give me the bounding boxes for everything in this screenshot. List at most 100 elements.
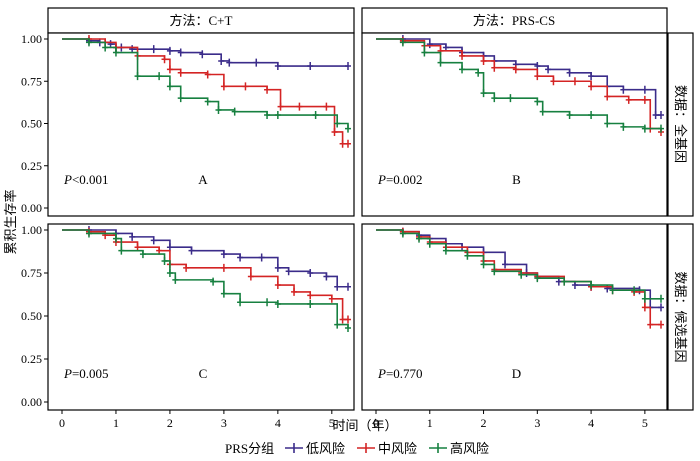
censor-mark-high-risk: [658, 124, 664, 133]
legend-title: PRS分组: [225, 441, 274, 456]
legend-label-high-risk: 高风险: [450, 441, 489, 456]
censor-mark-mid-risk: [331, 127, 338, 136]
censor-mark-low-risk: [258, 253, 265, 262]
censor-mark-low-risk: [620, 85, 627, 94]
censor-mark-low-risk: [237, 253, 244, 262]
x-tick-label: 2: [167, 416, 173, 430]
panel-letter: C: [199, 366, 208, 381]
censor-mark-high-risk: [161, 256, 168, 265]
censor-mark-high-risk: [264, 111, 271, 120]
censor-mark-mid-risk: [641, 303, 648, 312]
censor-mark-mid-risk: [264, 85, 271, 94]
censor-mark-mid-risk: [512, 65, 519, 74]
x-axis-title: 时间（年）: [332, 418, 397, 433]
censor-mark-high-risk: [464, 251, 471, 260]
y-tick-label: 1.00: [21, 223, 42, 237]
censor-mark-high-risk: [274, 299, 281, 308]
censor-mark-high-risk: [480, 260, 487, 269]
censor-mark-high-risk: [518, 270, 525, 279]
censor-mark-mid-risk: [328, 294, 335, 303]
censor-mark-high-risk: [588, 111, 595, 120]
censor-mark-low-risk: [166, 46, 173, 55]
censor-mark-high-risk: [210, 277, 217, 286]
panel-c: 0.00 0.25 0.50 0.75 1.00 0 1 2 3 4 5 P=0.005 C: [21, 223, 355, 430]
censor-mark-mid-risk: [323, 102, 330, 111]
censor-mark-low-risk: [426, 40, 433, 49]
censor-mark-mid-risk: [641, 95, 648, 104]
censor-mark-high-risk: [156, 72, 163, 81]
censor-mark-high-risk: [539, 107, 546, 116]
censor-mark-high-risk: [475, 68, 482, 77]
censor-mark-high-risk: [399, 229, 406, 238]
censor-mark-high-risk: [312, 111, 319, 120]
censor-mark-high-risk: [334, 320, 341, 329]
series-line-high-risk-a: [62, 38, 349, 129]
censor-mark-high-risk: [85, 38, 92, 47]
censor-mark-mid-risk: [166, 65, 173, 74]
strip-label-ct: 方法：C+T: [170, 13, 233, 28]
censor-mark-high-risk: [588, 281, 595, 290]
censor-mark-low-risk: [150, 45, 157, 54]
censor-mark-high-risk: [641, 124, 648, 133]
strip-box-bottom: [667, 223, 694, 411]
censor-mark-low-risk: [658, 303, 664, 312]
y-axis-title: 累积生存率: [3, 189, 18, 254]
y-tick-label: 0.25: [21, 159, 42, 173]
strip-box-right: [361, 7, 668, 34]
censor-mark-high-risk: [631, 286, 638, 295]
y-tick-label: 0.00: [21, 201, 42, 215]
censor-mark-high-risk: [416, 234, 423, 243]
censor-mark-high-risk: [609, 286, 616, 295]
y-tick-label: 0.00: [21, 395, 42, 409]
panel-letter: B: [512, 172, 521, 187]
censor-mark-high-risk: [437, 58, 444, 67]
censor-mark-high-risk: [345, 124, 351, 133]
legend-label-low-risk: 低风险: [306, 441, 345, 456]
p-value-label: P=0.005: [63, 366, 109, 381]
censor-mark-mid-risk: [604, 92, 611, 101]
censor-mark-high-risk: [491, 267, 498, 276]
censor-mark-high-risk: [112, 234, 119, 243]
censor-mark-mid-risk: [177, 68, 184, 77]
censor-mark-low-risk: [253, 58, 260, 67]
censor-mark-high-risk: [566, 111, 573, 120]
x-tick-label: 5: [329, 416, 335, 430]
strip-box-top: [667, 32, 694, 217]
censor-mark-low-risk: [345, 62, 351, 71]
y-tick-label: 1.00: [21, 32, 42, 46]
censor-mark-low-risk: [129, 232, 136, 241]
panel-letter: D: [512, 366, 521, 381]
censor-mark-high-risk: [231, 107, 238, 116]
censor-mark-high-risk: [307, 299, 314, 308]
censor-mark-mid-risk: [291, 287, 298, 296]
censor-mark-high-risk: [620, 122, 627, 131]
censor-mark-low-risk: [323, 272, 330, 281]
censor-mark-mid-risk: [183, 263, 190, 272]
censor-mark-mid-risk: [491, 63, 498, 72]
censor-mark-mid-risk: [102, 231, 109, 240]
censor-mark-high-risk: [399, 38, 406, 47]
censor-mark-high-risk: [641, 294, 648, 303]
legend-label-mid-risk: 中风险: [378, 441, 417, 456]
panel-letter: A: [198, 172, 208, 187]
x-tick-label: 1: [427, 416, 433, 430]
censor-mark-low-risk: [274, 263, 281, 272]
x-tick-label: 5: [642, 416, 648, 430]
censor-mark-low-risk: [652, 111, 659, 120]
censor-mark-low-risk: [150, 236, 157, 245]
censor-mark-mid-risk: [274, 281, 281, 290]
censor-mark-low-risk: [307, 62, 314, 71]
censor-mark-low-risk: [188, 246, 195, 255]
censor-mark-mid-risk: [277, 102, 284, 111]
censor-mark-low-risk: [588, 72, 595, 81]
censor-mark-low-risk: [334, 282, 341, 291]
censor-mark-mid-risk: [296, 102, 303, 111]
censor-mark-mid-risk: [204, 70, 211, 79]
censor-mark-high-risk: [204, 97, 211, 106]
censor-mark-high-risk: [274, 111, 281, 120]
p-value-label: P=0.002: [377, 172, 423, 187]
censor-mark-mid-risk: [345, 139, 351, 148]
censor-mark-mid-risk: [459, 51, 466, 60]
censor-mark-mid-risk: [480, 56, 487, 65]
censor-mark-high-risk: [139, 250, 146, 259]
